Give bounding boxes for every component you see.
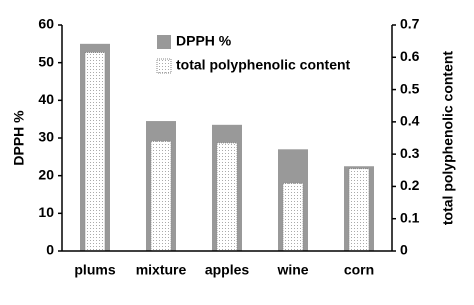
bar <box>216 142 238 252</box>
legend-swatch <box>156 58 172 74</box>
y2-tick-label: 0.5 <box>400 80 420 96</box>
x-tick-label: wine <box>276 262 308 278</box>
y2-tick-label: 0.7 <box>400 16 420 32</box>
bar <box>150 140 172 252</box>
y2-axis-title: total polyphenolic content <box>440 51 456 226</box>
y-tick-label: 0 <box>46 242 54 258</box>
y2-tick-label: 0.3 <box>400 145 420 161</box>
x-tick-label: corn <box>344 262 374 278</box>
y-tick-label: 20 <box>38 166 54 182</box>
y2-tick-label: 0 <box>400 242 408 258</box>
y-tick-label: 10 <box>38 204 54 220</box>
y-tick-label: 40 <box>38 91 54 107</box>
legend-label: total polyphenolic content <box>176 57 351 73</box>
y2-tick-label: 0.1 <box>400 209 420 225</box>
bar <box>282 182 304 252</box>
y2-tick-label: 0.4 <box>400 113 420 129</box>
x-tick-label: plums <box>74 262 115 278</box>
legend-swatch <box>157 35 171 49</box>
legend-label: DPPH % <box>176 33 232 49</box>
x-tick-label: mixture <box>136 262 187 278</box>
y-tick-label: 50 <box>38 53 54 69</box>
bar <box>348 168 370 252</box>
y2-tick-label: 0.2 <box>400 177 420 193</box>
bar <box>84 51 106 252</box>
y2-tick-label: 0.6 <box>400 48 420 64</box>
x-tick-label: apples <box>205 262 250 278</box>
y-tick-label: 30 <box>38 129 54 145</box>
y-axis-title: DPPH % <box>11 110 27 166</box>
y-tick-label: 60 <box>38 16 54 32</box>
